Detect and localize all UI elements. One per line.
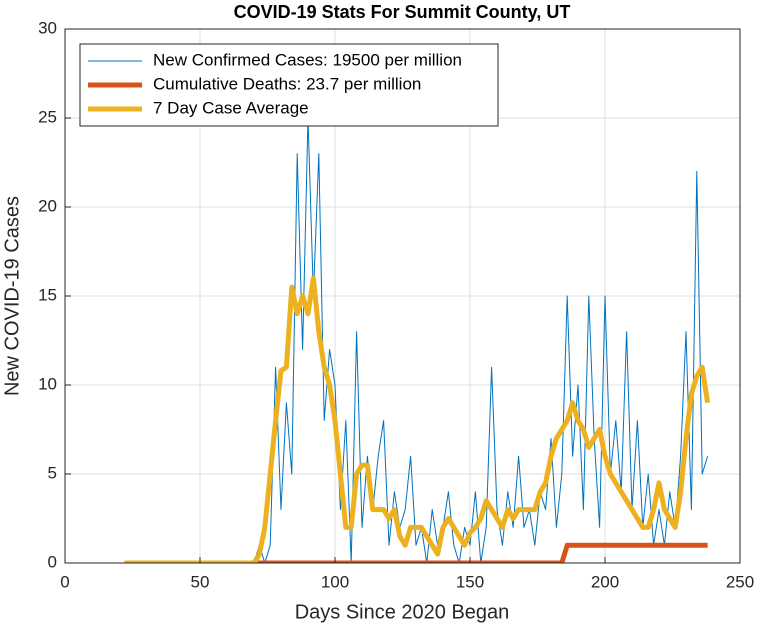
legend-label: New Confirmed Cases: 19500 per million <box>153 50 462 69</box>
x-tick-label: 100 <box>321 572 349 591</box>
x-tick-label: 250 <box>726 572 754 591</box>
x-axis-label: Days Since 2020 Began <box>295 601 510 623</box>
y-tick-label: 30 <box>38 18 57 37</box>
legend: New Confirmed Cases: 19500 per million Cu… <box>79 43 499 127</box>
y-tick-label: 20 <box>38 196 57 215</box>
y-tick-label: 10 <box>38 374 57 393</box>
x-tick-label: 200 <box>591 572 619 591</box>
y-tick-label: 5 <box>48 463 57 482</box>
y-tick-label: 15 <box>38 285 57 304</box>
chart-title: COVID-19 Stats For Summit County, UT <box>234 2 571 22</box>
legend-label: Cumulative Deaths: 23.7 per million <box>153 74 421 93</box>
legend-box <box>79 43 499 127</box>
x-tick-label: 0 <box>60 572 69 591</box>
x-tick-label: 150 <box>456 572 484 591</box>
y-tick-label: 25 <box>38 107 57 126</box>
y-axis-label: New COVID-19 Cases <box>1 196 23 396</box>
y-tick-label: 0 <box>48 552 57 571</box>
series-line <box>124 275 711 563</box>
plot-area <box>124 117 711 563</box>
series-line <box>124 117 709 563</box>
x-tick-label: 50 <box>191 572 210 591</box>
legend-label: 7 Day Case Average <box>153 98 309 117</box>
series-line <box>124 542 708 563</box>
